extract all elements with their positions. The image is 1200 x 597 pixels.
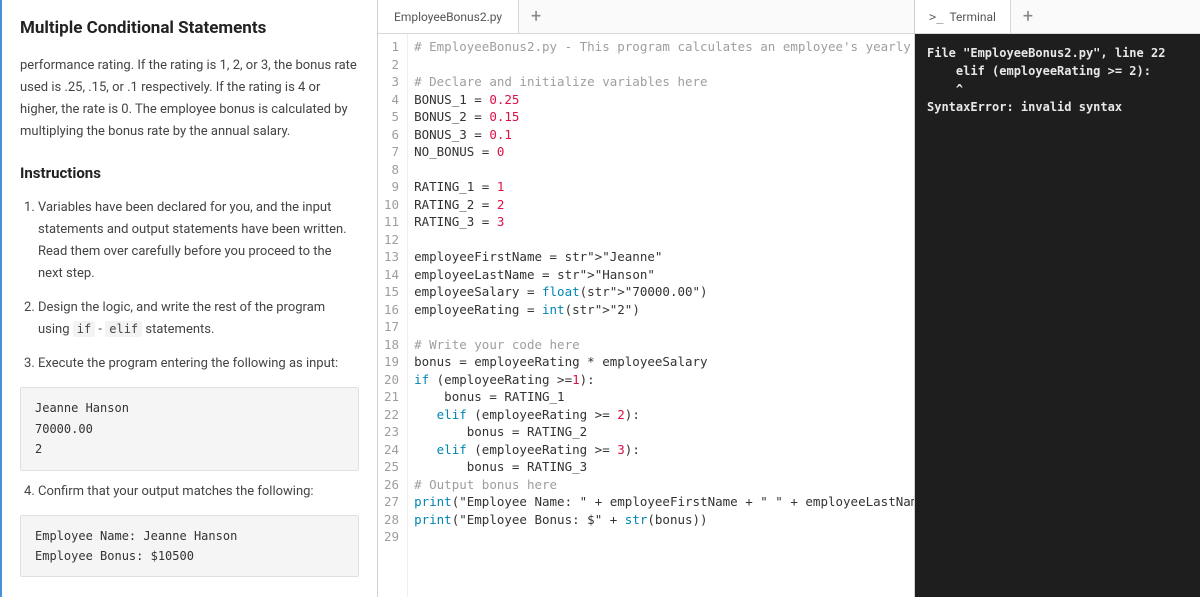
input-sample-block: Jeanne Hanson 70000.00 2 <box>20 387 359 470</box>
terminal-icon: >_ <box>929 10 943 24</box>
editor-tab[interactable]: EmployeeBonus2.py <box>378 0 519 33</box>
line-gutter: 1234567891011121314151617181920212223242… <box>378 34 408 597</box>
terminal-tab[interactable]: >_ Terminal <box>915 0 1011 33</box>
instructions-panel: Multiple Conditional Statements performa… <box>0 0 378 597</box>
terminal-panel: >_ Terminal + File "EmployeeBonus2.py", … <box>915 0 1200 597</box>
editor-tab-bar: EmployeeBonus2.py + <box>378 0 914 34</box>
editor-panel: EmployeeBonus2.py + 12345678910111213141… <box>378 0 915 597</box>
terminal-tab-label: Terminal <box>949 10 996 24</box>
output-sample-block: Employee Name: Jeanne Hanson Employee Bo… <box>20 515 359 578</box>
add-terminal-button[interactable]: + <box>1011 0 1045 33</box>
step-1: Variables have been declared for you, an… <box>38 197 359 285</box>
step-4: Confirm that your output matches the fol… <box>38 481 359 503</box>
step-2: Design the logic, and write the rest of … <box>38 297 359 341</box>
intro-paragraph: performance rating. If the rating is 1, … <box>20 55 359 143</box>
step-3: Execute the program entering the followi… <box>38 353 359 375</box>
instruction-steps: Variables have been declared for you, an… <box>20 197 359 376</box>
terminal-tab-bar: >_ Terminal + <box>915 0 1200 34</box>
instructions-heading: Instructions <box>20 161 359 187</box>
terminal-output[interactable]: File "EmployeeBonus2.py", line 22 elif (… <box>915 34 1200 597</box>
instruction-steps-cont: Confirm that your output matches the fol… <box>20 481 359 503</box>
add-tab-button[interactable]: + <box>519 0 553 33</box>
editor-tab-label: EmployeeBonus2.py <box>394 10 502 24</box>
code-editor[interactable]: 1234567891011121314151617181920212223242… <box>378 34 914 597</box>
code-lines[interactable]: # EmployeeBonus2.py - This program calcu… <box>408 34 914 597</box>
page-title: Multiple Conditional Statements <box>20 14 359 43</box>
